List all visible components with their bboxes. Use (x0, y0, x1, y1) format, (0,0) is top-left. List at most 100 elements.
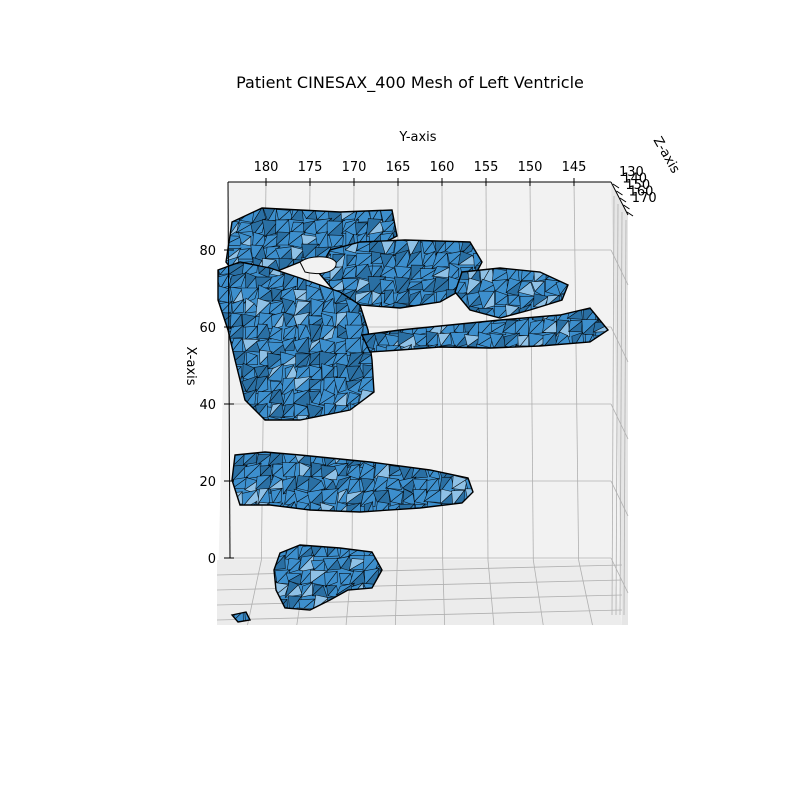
grid-line-y (485, 181, 489, 561)
mesh-face (296, 336, 310, 355)
mesh-face (426, 332, 438, 347)
mesh-face (231, 298, 245, 314)
grid-line-x-side (610, 557, 629, 594)
mesh-face (245, 354, 258, 365)
mesh-face (322, 487, 339, 505)
mesh-face (218, 379, 221, 396)
z-tick-label: 130 (619, 165, 644, 180)
mesh-face (567, 320, 583, 333)
mesh-face (213, 208, 224, 221)
y-tick-label: 170 (342, 160, 367, 175)
z-axis-line (610, 181, 629, 216)
mesh-face (266, 362, 284, 382)
grid-line-floor (216, 609, 623, 621)
mesh-face (326, 545, 339, 557)
mesh-face (218, 338, 221, 354)
mesh-face (390, 490, 404, 505)
mesh-face (257, 289, 274, 302)
mesh-face (341, 265, 357, 279)
z-tick (616, 190, 623, 196)
grid-line-y-floor (487, 559, 495, 626)
mesh-face (261, 625, 274, 639)
z-tick-label: 160 (629, 185, 654, 200)
mesh-face (218, 352, 219, 366)
mesh-face (321, 297, 336, 314)
mesh-face (205, 434, 220, 446)
mesh-face (451, 478, 468, 491)
mesh-face (348, 365, 365, 382)
x-axis-line (227, 181, 231, 559)
mesh-face (280, 417, 295, 420)
mesh-face (218, 376, 220, 394)
mesh-face (213, 193, 224, 208)
grid-line-z-side (623, 219, 627, 616)
grid-line-y (529, 181, 534, 561)
mesh-face (213, 193, 224, 210)
mesh-face (507, 294, 521, 306)
mesh-outline (273, 544, 383, 611)
x-tick-label: 20 (199, 475, 216, 490)
mesh-face (294, 352, 311, 368)
mesh-outline (454, 267, 569, 319)
mesh-face (337, 377, 347, 394)
mesh-face (226, 232, 230, 245)
mesh-face (218, 300, 221, 317)
mesh-face (226, 234, 229, 247)
grid-line-z-side (611, 195, 615, 616)
mesh-face (218, 262, 220, 279)
mesh-face (363, 500, 374, 512)
y-axis-label: Y-axis (398, 130, 436, 145)
mesh-face (227, 271, 247, 289)
mesh-face (268, 402, 285, 418)
mesh-face (268, 388, 285, 405)
mesh-face (218, 365, 219, 379)
y-tick-label: 180 (254, 160, 279, 175)
y-tick-label: 150 (518, 160, 543, 175)
mesh-face (242, 452, 258, 466)
axes: 180 175 170 165 160 155 150 1450204060801301401… (199, 160, 656, 567)
mesh-face (346, 463, 361, 480)
mesh-face (228, 221, 239, 237)
y-tick-label: 165 (386, 160, 411, 175)
mesh-face (218, 338, 222, 354)
mesh-face (268, 299, 286, 316)
z-tick (623, 204, 630, 210)
mesh-face (267, 415, 284, 420)
mesh-face (226, 218, 227, 235)
mesh-face (241, 235, 252, 247)
x-tick-label: 80 (199, 244, 216, 259)
mesh-face (218, 262, 219, 277)
mesh-face (385, 478, 402, 490)
mesh-face (300, 581, 313, 598)
y-tick-label: 160 (430, 160, 455, 175)
mesh-face (268, 328, 283, 342)
x-axis-label: X-axis (183, 347, 198, 386)
y-tick-label: 155 (474, 160, 499, 175)
mesh-face (482, 290, 495, 310)
mesh-face (206, 419, 216, 434)
y-tick-label: 175 (298, 160, 323, 175)
grid-line-x-side (610, 480, 629, 517)
mesh-face (384, 240, 396, 256)
z-axis-label: Z-axis (650, 134, 683, 176)
grid-line-y-floor (247, 559, 262, 626)
mesh-face (205, 355, 218, 369)
mesh-outline (231, 451, 474, 513)
side-pane (611, 182, 628, 625)
x-tick-label: 60 (199, 321, 216, 336)
mesh-face (514, 317, 529, 337)
z-tick-label: 140 (622, 172, 647, 187)
mesh-face (256, 625, 274, 639)
x-tick-label: 40 (199, 398, 216, 413)
chart-title: Patient CINESAX_400 Mesh of Left Ventric… (236, 73, 584, 93)
mesh-face (203, 299, 216, 313)
grid-line-y (573, 181, 580, 561)
mesh-face (256, 323, 272, 340)
mesh-face (324, 570, 338, 588)
mesh-outline (360, 307, 610, 353)
mesh-face (248, 625, 260, 636)
mesh-face (228, 324, 244, 339)
mesh-face (353, 208, 373, 223)
mesh-face (355, 263, 374, 281)
